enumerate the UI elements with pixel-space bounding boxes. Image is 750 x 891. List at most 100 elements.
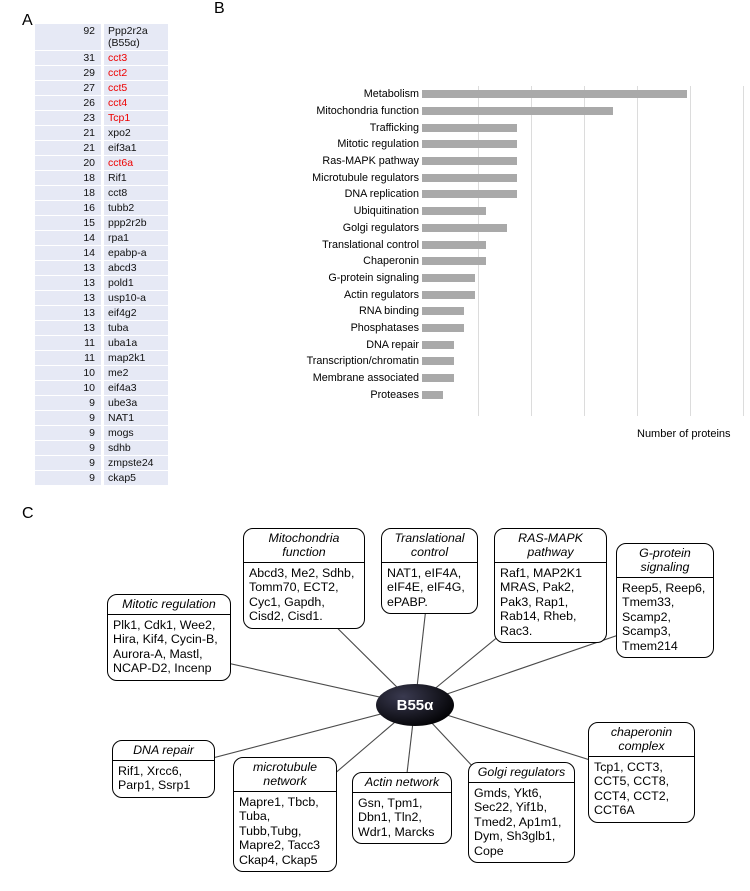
protein-name: eif4a3 <box>104 381 168 395</box>
bar-row: Actin regulators <box>228 286 747 303</box>
bar-row: Mitotic regulation <box>228 136 747 153</box>
bar-row: DNA repair <box>228 336 747 353</box>
network-box-title: chaperonin complex <box>589 723 694 757</box>
table-row: 13 eif4g2 <box>35 306 169 320</box>
network-box-title: microtubule network <box>234 758 336 792</box>
table-row: 16 tubb2 <box>35 201 169 215</box>
network-box-genes: Rif1, Xrcc6, Parp1, Ssrp1 <box>118 763 191 793</box>
network-box-title: Golgi regulators <box>469 763 574 783</box>
protein-count: 20 <box>35 156 101 170</box>
category-label: Mitotic regulation <box>337 138 419 151</box>
protein-name: ckap5 <box>104 471 168 485</box>
protein-name: Rif1 <box>104 171 168 185</box>
protein-count: 9 <box>35 396 101 410</box>
protein-name: mogs <box>104 426 168 440</box>
network-box: G-protein signaling Reep5, Reep6, Tmem33… <box>616 543 714 659</box>
protein-name: zmpste24 <box>104 456 168 470</box>
network-box: Mitochondria function Abcd3, Me2, Sdhb, … <box>243 528 365 629</box>
network-box-title: DNA repair <box>113 741 214 761</box>
table-row: 23 Tcp1 <box>35 111 169 125</box>
bar-chart: Metabolism Mitochondria function Traffic… <box>228 86 747 403</box>
gridline <box>637 86 638 416</box>
panel-label-c: C <box>22 505 34 522</box>
bar-area <box>422 386 747 403</box>
bar <box>422 190 518 199</box>
gridline <box>743 86 744 416</box>
protein-count: 29 <box>35 66 101 80</box>
protein-count: 10 <box>35 366 101 380</box>
network-box: RAS-MAPK pathway Raf1, MAP2K1 MRAS, Pak2… <box>494 528 607 644</box>
panel-label-b: B <box>214 0 225 17</box>
network-box-genes: Tcp1, CCT3, CCT5, CCT8, CCT4, CCT2, CCT6… <box>594 759 670 818</box>
protein-name: tuba <box>104 321 168 335</box>
network-box: Translational control NAT1, eIF4A, eIF4E… <box>381 528 478 615</box>
table-row: 10 eif4a3 <box>35 381 169 395</box>
category-label: Ubiquitination <box>353 205 419 218</box>
network-box: chaperonin complex Tcp1, CCT3, CCT5, CCT… <box>588 722 695 823</box>
protein-name: NAT1 <box>104 411 168 425</box>
network-box-genes: Gmds, Ykt6, Sec22, Yif1b, Tmed2, Ap1m1, … <box>474 785 562 858</box>
table-row: 11 uba1a <box>35 336 169 350</box>
network-box: microtubule network Mapre1, Tbcb, Tuba, … <box>233 757 337 873</box>
protein-count: 13 <box>35 261 101 275</box>
protein-count: 26 <box>35 96 101 110</box>
network-box-title: Translational control <box>382 529 477 563</box>
bar-area <box>422 220 747 237</box>
bar <box>422 307 465 316</box>
protein-count: 21 <box>35 126 101 140</box>
table-row: 13 tuba <box>35 321 169 335</box>
category-label: Mitochondria function <box>316 105 419 118</box>
table-row: 18 cct8 <box>35 186 169 200</box>
bar-area <box>422 286 747 303</box>
bar-area <box>422 153 747 170</box>
protein-count: 21 <box>35 141 101 155</box>
table-row: 18 Rif1 <box>35 171 169 185</box>
bar-area <box>422 236 747 253</box>
bar <box>422 357 454 366</box>
protein-name: cct5 <box>104 81 168 95</box>
bar <box>422 390 444 399</box>
bar-row: Ras-MAPK pathway <box>228 153 747 170</box>
protein-count: 13 <box>35 291 101 305</box>
protein-name: cct4 <box>104 96 168 110</box>
bar-row: RNA binding <box>228 303 747 320</box>
table-row: 9 NAT1 <box>35 411 169 425</box>
protein-name: sdhb <box>104 441 168 455</box>
x-axis-label: Number of proteins <box>637 428 731 440</box>
table-row: 21 xpo2 <box>35 126 169 140</box>
protein-name: uba1a <box>104 336 168 350</box>
table-row: 10 me2 <box>35 366 169 380</box>
network-box: Mitotic regulation Plk1, Cdk1, Wee2, Hir… <box>107 594 231 681</box>
network-box-genes: Mapre1, Tbcb, Tuba, Tubb,Tubg, Mapre2, T… <box>239 794 321 867</box>
category-label: Metabolism <box>363 88 419 101</box>
protein-name: Ppp2r2a (B55α) <box>104 24 168 50</box>
bar <box>422 90 687 99</box>
protein-name: me2 <box>104 366 168 380</box>
bar <box>422 223 507 232</box>
network-box: DNA repair Rif1, Xrcc6, Parp1, Ssrp1 <box>112 740 215 798</box>
protein-name: epabp-a <box>104 246 168 260</box>
protein-count: 23 <box>35 111 101 125</box>
protein-name: cct8 <box>104 186 168 200</box>
bar <box>422 257 486 266</box>
protein-count: 9 <box>35 441 101 455</box>
protein-name: ppp2r2b <box>104 216 168 230</box>
bar <box>422 340 454 349</box>
bar-area <box>422 336 747 353</box>
protein-count: 18 <box>35 186 101 200</box>
protein-name: eif3a1 <box>104 141 168 155</box>
protein-count: 31 <box>35 51 101 65</box>
gridline <box>531 86 532 416</box>
category-label: RNA binding <box>358 305 419 318</box>
category-label: Trafficking <box>369 121 419 134</box>
table-row: 11 map2k1 <box>35 351 169 365</box>
gridline <box>478 86 479 416</box>
bar-row: Translational control <box>228 236 747 253</box>
bar-row: Golgi regulators <box>228 220 747 237</box>
table-row: 20 cct6a <box>35 156 169 170</box>
protein-count: 11 <box>35 351 101 365</box>
network-box-title: G-protein signaling <box>617 544 713 578</box>
protein-count: 27 <box>35 81 101 95</box>
table-row: 9 sdhb <box>35 441 169 455</box>
